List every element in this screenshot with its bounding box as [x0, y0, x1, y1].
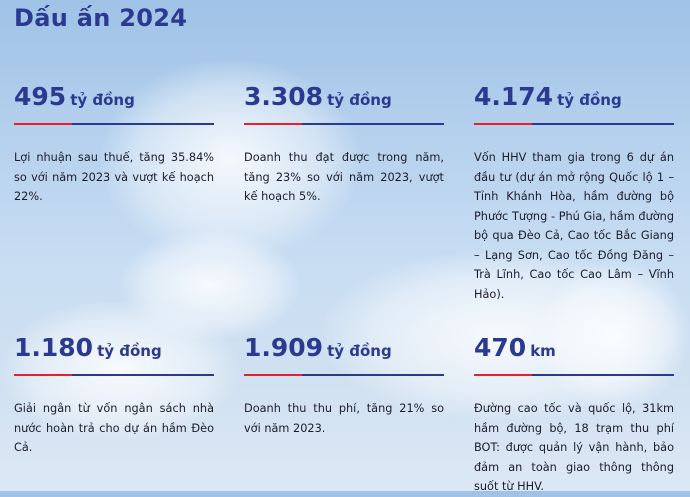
divider-accent: [14, 374, 72, 376]
divider-accent: [244, 123, 302, 125]
stat-card-toll: 1.909 tỷ đồng Doanh thu thu phí, tăng 21%…: [244, 333, 444, 438]
stat-unit: tỷ đồng: [327, 91, 392, 109]
stat-unit: tỷ đồng: [70, 91, 135, 109]
cloud: [100, 60, 360, 260]
stat-description: Đường cao tốc và quốc lộ, 31km hầm đường…: [474, 402, 674, 493]
stat-unit: tỷ đồng: [97, 342, 162, 360]
stat-description: Doanh thu thu phí, tăng 21% so với năm 2…: [244, 402, 444, 435]
stat-unit: tỷ đồng: [327, 342, 392, 360]
divider: [14, 374, 214, 376]
cloud: [540, 260, 690, 410]
stat-unit: tỷ đồng: [557, 91, 622, 109]
stat-value: 1.180 tỷ đồng: [14, 333, 214, 362]
divider: [14, 123, 214, 125]
stat-value: 3.308 tỷ đồng: [244, 82, 444, 111]
stat-value: 4.174 tỷ đồng: [474, 82, 674, 111]
stat-number: 1.909: [244, 333, 324, 362]
cloud: [0, 300, 240, 440]
stat-description: Lợi nhuận sau thuế, tăng 35.84% so với n…: [14, 151, 214, 203]
divider-accent: [474, 123, 532, 125]
stat-card-investment: 4.174 tỷ đồng Vốn HHV tham gia trong 6 dự…: [474, 82, 674, 304]
stat-number: 4.174: [474, 82, 554, 111]
stat-number: 3.308: [244, 82, 324, 111]
divider: [474, 123, 674, 125]
stat-card-disbursement: 1.180 tỷ đồng Giải ngân từ vốn ngân sách …: [14, 333, 214, 458]
page-title: Dấu ấn 2024: [14, 4, 188, 32]
stat-unit: km: [530, 342, 556, 360]
divider: [244, 374, 444, 376]
stat-number: 495: [14, 82, 67, 111]
stat-card-revenue: 3.308 tỷ đồng Doanh thu đạt được trong nă…: [244, 82, 444, 207]
stat-value: 495 tỷ đồng: [14, 82, 214, 111]
stat-card-roads: 470 km Đường cao tốc và quốc lộ, 31km hầm…: [474, 333, 674, 497]
divider: [474, 374, 674, 376]
divider: [244, 123, 444, 125]
divider-accent: [474, 374, 532, 376]
stat-description: Vốn HHV tham gia trong 6 dự án đầu tư (d…: [474, 151, 674, 301]
divider-accent: [244, 374, 302, 376]
stat-description: Giải ngân từ vốn ngân sách nhà nước hoàn…: [14, 402, 214, 454]
stat-value: 470 km: [474, 333, 674, 362]
stat-number: 1.180: [14, 333, 94, 362]
stat-number: 470: [474, 333, 527, 362]
stat-value: 1.909 tỷ đồng: [244, 333, 444, 362]
divider-accent: [14, 123, 72, 125]
stat-description: Doanh thu đạt được trong năm, tăng 23% s…: [244, 151, 444, 203]
stat-card-profit: 495 tỷ đồng Lợi nhuận sau thuế, tăng 35.8…: [14, 82, 214, 207]
